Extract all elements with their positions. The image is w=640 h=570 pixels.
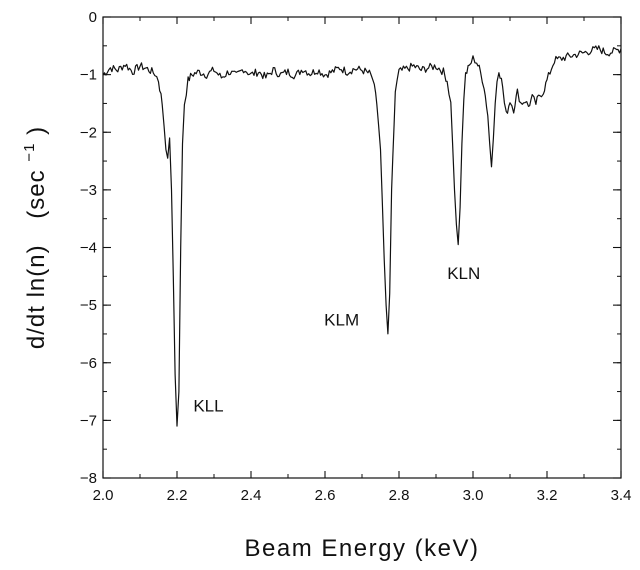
x-tick-label: 3.2 [537, 487, 558, 504]
y-tick-label: −1 [80, 67, 97, 84]
y-tick-label: −2 [80, 124, 97, 141]
y-tick-label: 0 [89, 9, 97, 26]
x-tick-label: 2.2 [167, 487, 188, 504]
annotations: KLL KLM KLN [193, 264, 480, 416]
peak-label-kln: KLN [447, 264, 480, 283]
y-tick-label: −7 [80, 412, 97, 429]
peak-label-klm: KLM [324, 310, 359, 329]
y-tick-label: −4 [80, 240, 97, 257]
x-tick-label: 3.4 [611, 487, 632, 504]
x-tick-label: 3.0 [463, 487, 484, 504]
x-tick-label: 2.8 [389, 487, 410, 504]
x-tick-label: 2.6 [315, 487, 336, 504]
y-axis-label-unit-close: ) [23, 126, 50, 135]
y-axis-label-unit-exponent: −1 [21, 143, 38, 162]
y-axis-label-quantity: d/dt ln(n) [23, 244, 50, 349]
y-tick-label: −8 [80, 470, 97, 487]
y-axis: 0 −1 −2 −3 −4 −5 −6 −7 −8 [80, 9, 621, 487]
x-tick-label: 2.4 [241, 487, 262, 504]
y-axis-label: d/dt ln(n) (sec −1 ) [13, 126, 50, 349]
x-axis-label: Beam Energy (keV) [245, 535, 480, 562]
x-axis: 2.0 2.2 2.4 2.6 2.8 3.0 3.2 3.4 [93, 17, 632, 504]
y-tick-label: −3 [80, 182, 97, 199]
x-tick-label: 2.0 [93, 487, 114, 504]
y-tick-label: −5 [80, 297, 97, 314]
y-tick-label: −6 [80, 355, 97, 372]
peak-label-kll: KLL [193, 397, 223, 416]
y-axis-label-unit: (sec [23, 169, 50, 218]
series-line [102, 45, 622, 427]
